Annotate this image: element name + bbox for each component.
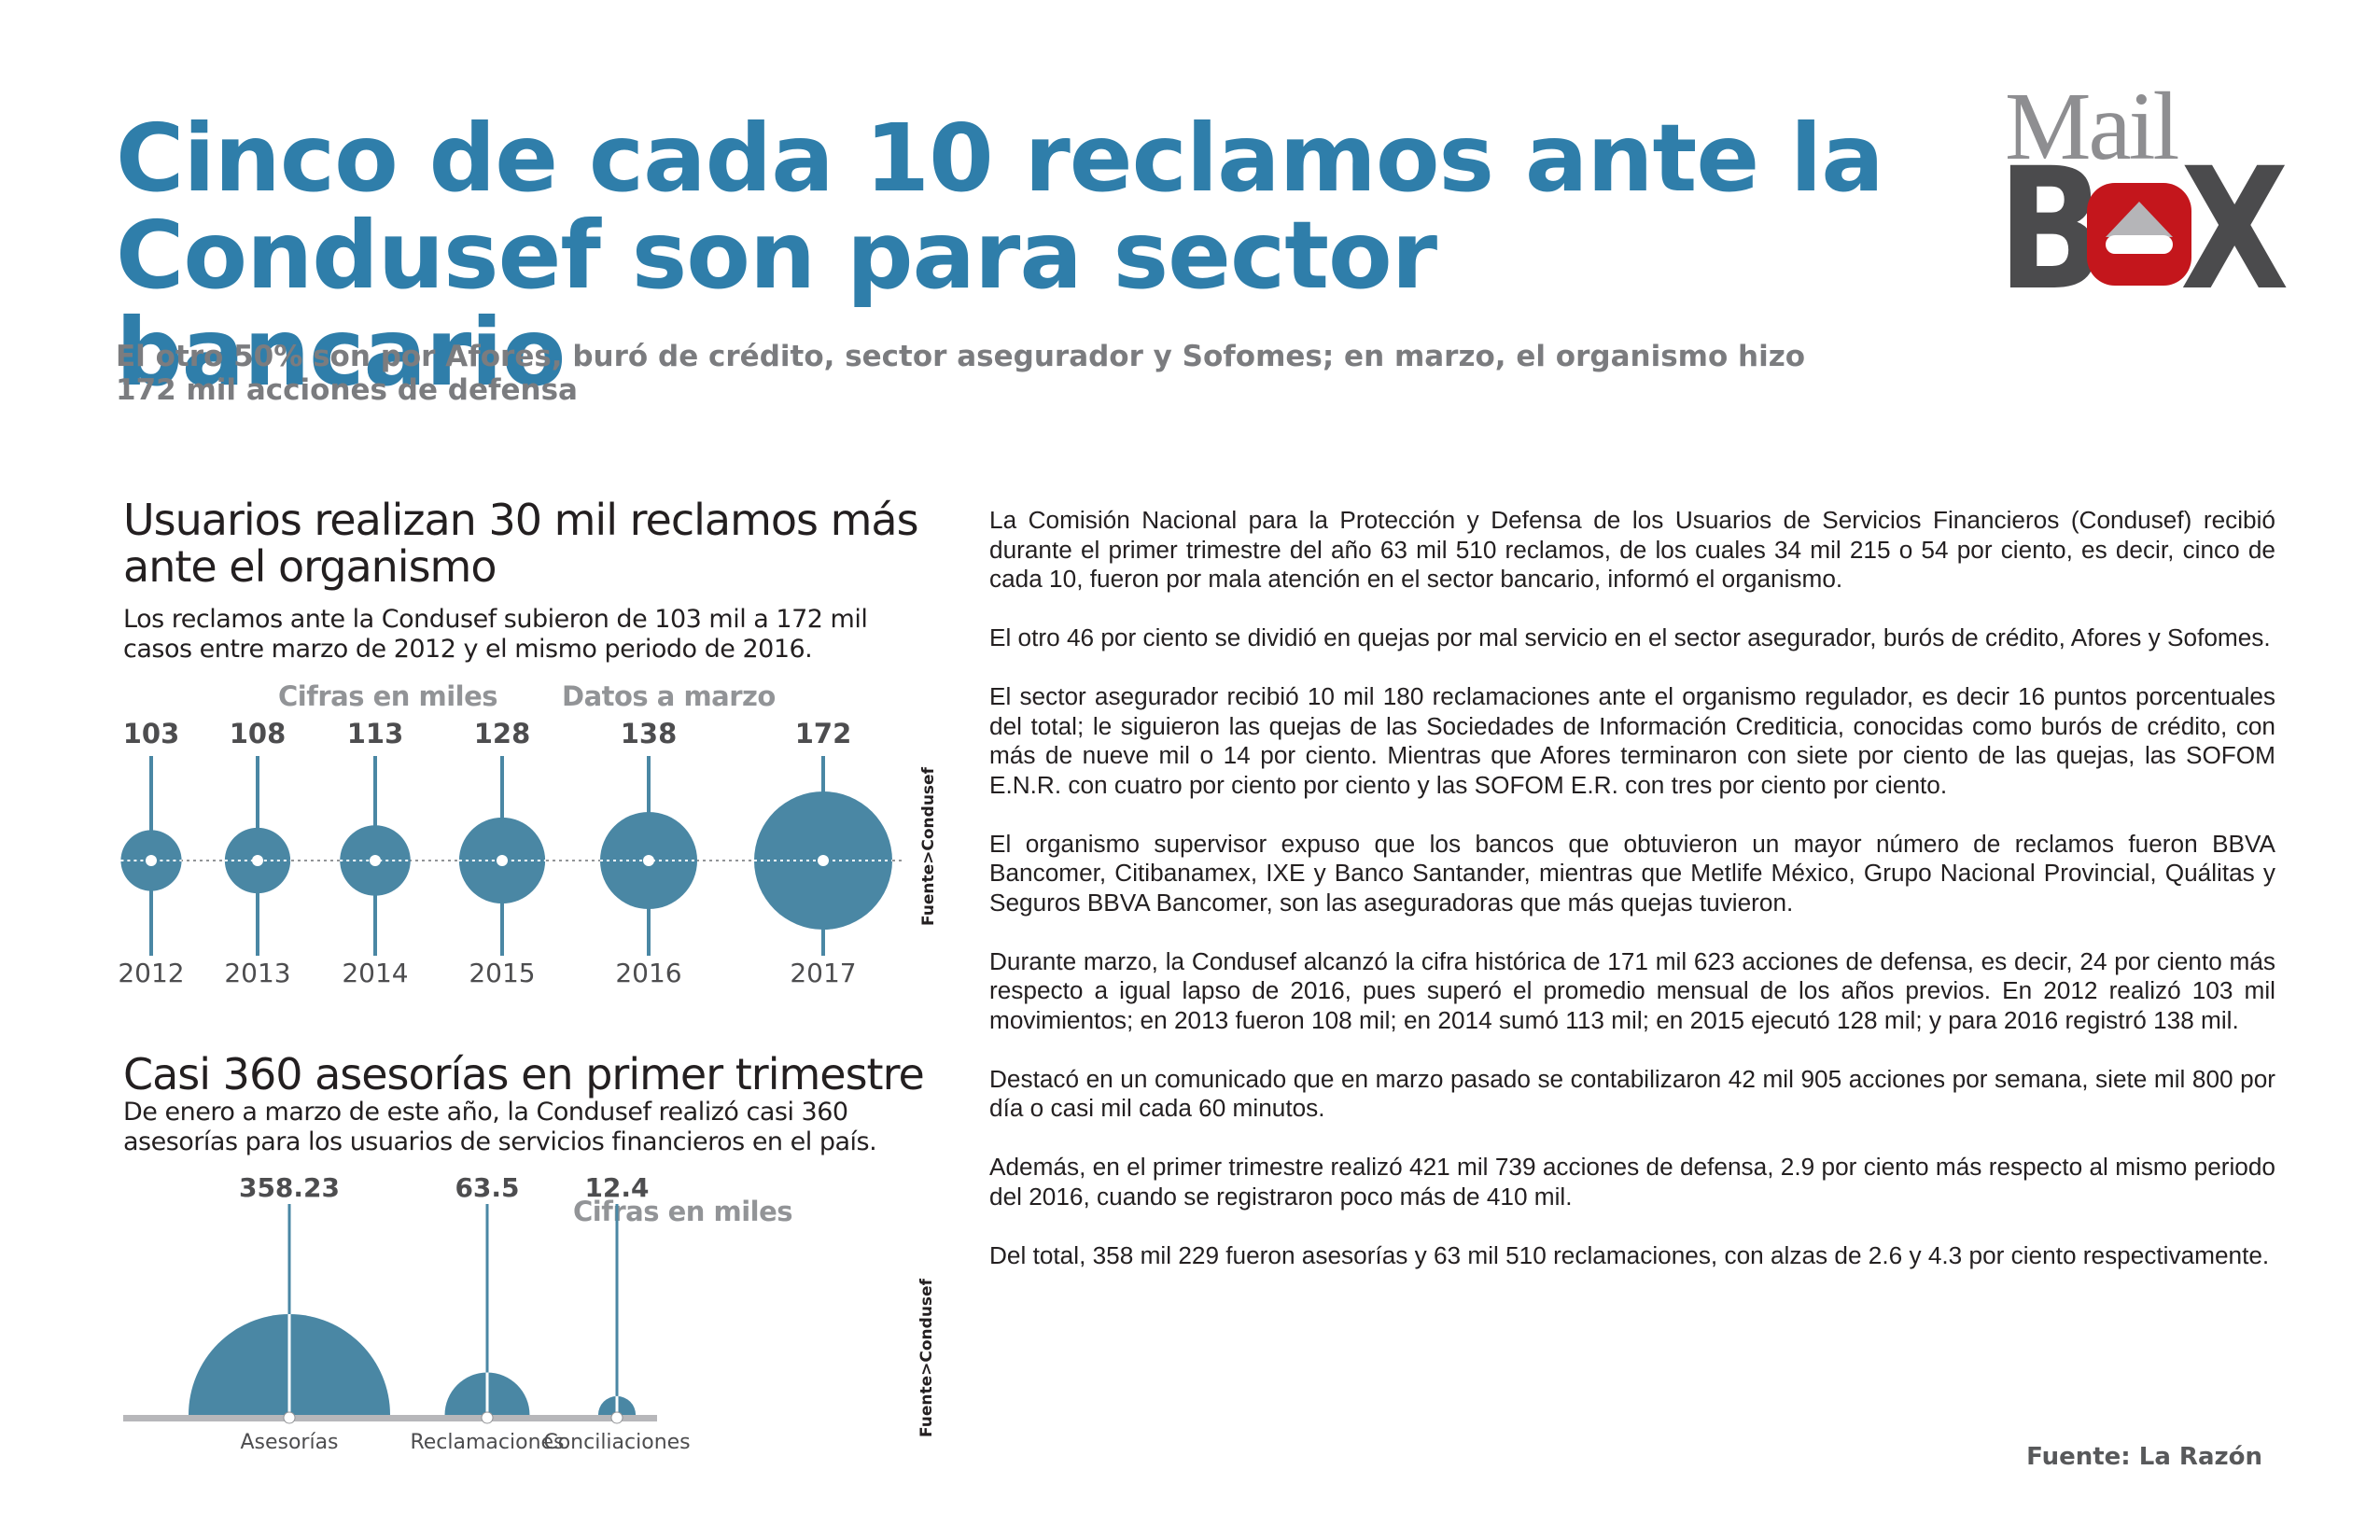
bubble-value-label: 128	[474, 719, 531, 749]
semicircle-base-dot	[481, 1411, 494, 1424]
article-paragraph: El otro 46 por ciento se dividió en quej…	[989, 623, 2271, 651]
chart2-title: Casi 360 asesorías en primer trimestre	[123, 1049, 925, 1099]
chart1-source: Fuente>Condusef	[919, 767, 938, 926]
article-paragraph: Además, en el primer trimestre realizó 4…	[989, 1153, 2275, 1211]
headline: Cinco de cada 10 reclamos ante la Condus…	[116, 104, 1884, 407]
bubble-year-label: 2017	[790, 958, 856, 988]
footer-source: Fuente: La Razón	[2026, 1443, 2262, 1471]
semicircle-base-dot	[283, 1411, 296, 1424]
mail-envelope-icon	[2087, 183, 2191, 286]
bubble-value-label: 172	[795, 719, 852, 749]
semicircle-value-label: 63.5	[455, 1172, 519, 1203]
logo-letter-x: X	[2180, 133, 2289, 328]
article-paragraph: Durante marzo, la Condusef alcanzó la ci…	[989, 946, 2275, 1034]
bubble-value-label: 113	[347, 719, 404, 749]
article-paragraph: La Comisión Nacional para la Protección …	[989, 506, 2275, 593]
semicircle-value-label: 12.4	[584, 1172, 649, 1203]
chart1-units-label: Cifras en miles	[278, 680, 498, 712]
semicircle-value-label: 358.23	[239, 1172, 340, 1203]
logo-mail-text: Mail	[2005, 73, 2179, 180]
bubble-center-dot	[370, 855, 381, 866]
article-paragraph: El organismo supervisor expuso que los b…	[989, 829, 2275, 917]
article-body: La Comisión Nacional para la Protección …	[989, 506, 2275, 1300]
bubble-year-label: 2013	[224, 958, 290, 988]
chart2-subtitle: De enero a marzo de este año, la Conduse…	[123, 1098, 877, 1156]
bubble-value-label: 108	[230, 719, 287, 749]
article-paragraph: Del total, 358 mil 229 fueron asesorías …	[989, 1240, 2270, 1269]
subhead: El otro 50% son por Afores, buró de créd…	[116, 340, 1806, 407]
bubble-center-dot	[818, 855, 829, 866]
bubble-year-label: 2015	[469, 958, 535, 988]
chart1-title: Usuarios realizan 30 mil reclamos más an…	[123, 495, 919, 592]
bubble-center-dot	[146, 855, 157, 866]
chart1-date-label: Datos a marzo	[562, 680, 776, 712]
bubble-year-label: 2014	[342, 958, 408, 988]
bubble-center-dot	[643, 855, 654, 866]
chart2-baseline	[123, 1415, 657, 1421]
article-paragraph: Destacó en un comunicado que en marzo pa…	[989, 1064, 2275, 1123]
semicircle-base-dot	[610, 1411, 623, 1424]
bubble-center-dot	[497, 855, 508, 866]
bubble-year-label: 2012	[118, 958, 184, 988]
mailbox-logo: Mail B X	[1997, 73, 2289, 315]
chart2-units-label: Cifras en miles	[573, 1196, 793, 1227]
bubble-center-dot	[252, 855, 263, 866]
bubble-value-label: 103	[123, 719, 180, 749]
bubble-year-label: 2016	[615, 958, 681, 988]
semicircle-category-label: Conciliaciones	[543, 1431, 690, 1454]
bubble-value-label: 138	[621, 719, 678, 749]
chart2-source: Fuente>Condusef	[917, 1279, 936, 1437]
chart1-subtitle: Los reclamos ante la Condusef subieron d…	[123, 605, 868, 664]
semicircle-category-label: Asesorías	[240, 1431, 338, 1454]
chart1-bubble-chart: 103 2012 108 2013 113 2014 128 2015 138 2016 172 20…	[118, 719, 905, 988]
article-paragraph: El sector asegurador recibió 10 mil 180 …	[989, 682, 2275, 799]
semicircle-category-label: Reclamaciones	[410, 1431, 564, 1454]
chart2-semicircle-chart: 358.23 Asesorías 63.5 Reclamaciones 12.4 Conc…	[123, 1172, 691, 1454]
